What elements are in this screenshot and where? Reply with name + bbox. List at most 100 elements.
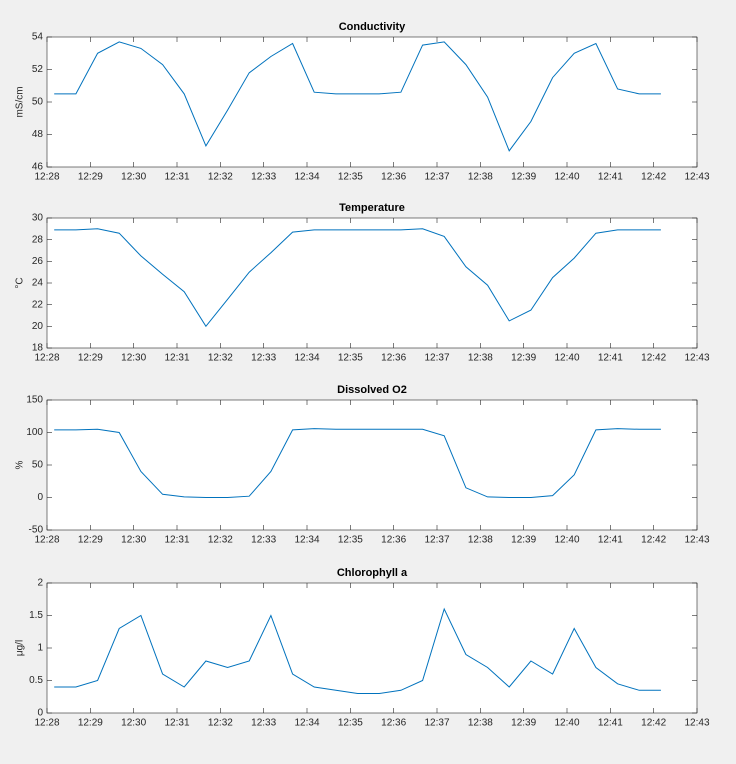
x-tick-label: 12:36 — [381, 718, 406, 729]
x-tick-label: 12:39 — [511, 353, 536, 364]
x-tick-label: 12:28 — [34, 718, 59, 729]
y-axis-label: °C — [15, 277, 26, 288]
y-axis-label: mS/cm — [15, 86, 26, 117]
x-tick-label: 12:43 — [684, 535, 709, 546]
plot-area — [46, 582, 698, 714]
x-tick-label: 12:29 — [78, 718, 103, 729]
x-tick-label: 12:38 — [468, 172, 493, 183]
data-line — [54, 41, 661, 152]
x-tick-label: 12:35 — [338, 535, 363, 546]
x-tick-label: 12:29 — [78, 353, 103, 364]
y-tick-label: -50 — [29, 525, 44, 536]
x-tick-label: 12:32 — [208, 535, 233, 546]
y-tick-label: 48 — [32, 129, 44, 140]
x-tick-label: 12:41 — [598, 718, 623, 729]
x-tick-label: 12:37 — [424, 718, 449, 729]
y-tick-label: 150 — [26, 395, 43, 406]
x-tick-label: 12:40 — [554, 535, 579, 546]
x-tick-label: 12:39 — [511, 535, 536, 546]
y-tick-label: 30 — [32, 213, 44, 224]
x-tick-label: 12:37 — [424, 172, 449, 183]
y-tick-label: 0.5 — [29, 675, 43, 686]
x-tick-label: 12:28 — [34, 172, 59, 183]
y-tick-label: 100 — [26, 427, 43, 438]
x-tick-label: 12:37 — [424, 353, 449, 364]
x-tick-label: 12:31 — [164, 353, 189, 364]
y-tick-label: 20 — [32, 321, 44, 332]
y-tick-label: 28 — [32, 234, 44, 245]
x-tick-label: 12:35 — [338, 353, 363, 364]
chart-title: Chlorophyll a — [337, 567, 408, 579]
x-tick-label: 12:43 — [684, 172, 709, 183]
x-tick-label: 12:34 — [294, 353, 319, 364]
x-tick-label: 12:33 — [251, 535, 276, 546]
x-tick-label: 12:41 — [598, 353, 623, 364]
x-tick-label: 12:34 — [294, 172, 319, 183]
x-tick-label: 12:31 — [164, 718, 189, 729]
x-tick-label: 12:30 — [121, 718, 146, 729]
x-tick-label: 12:40 — [554, 718, 579, 729]
x-tick-label: 12:42 — [641, 353, 666, 364]
x-tick-label: 12:38 — [468, 535, 493, 546]
x-tick-label: 12:31 — [164, 172, 189, 183]
x-tick-label: 12:32 — [208, 718, 233, 729]
data-line — [54, 428, 661, 498]
x-tick-label: 12:36 — [381, 353, 406, 364]
plot-area — [46, 36, 698, 168]
x-tick-label: 12:41 — [598, 535, 623, 546]
x-tick-label: 12:29 — [78, 535, 103, 546]
x-tick-label: 12:43 — [684, 353, 709, 364]
y-tick-label: 50 — [32, 97, 44, 108]
y-tick-label: 24 — [32, 278, 44, 289]
x-tick-label: 12:42 — [641, 172, 666, 183]
x-tick-label: 12:42 — [641, 718, 666, 729]
x-tick-label: 12:35 — [338, 718, 363, 729]
data-line — [54, 607, 661, 694]
y-tick-label: 26 — [32, 256, 44, 267]
x-tick-label: 12:33 — [251, 718, 276, 729]
y-tick-label: 1.5 — [29, 610, 43, 621]
x-tick-label: 12:30 — [121, 172, 146, 183]
data-line — [54, 228, 661, 328]
x-tick-label: 12:41 — [598, 172, 623, 183]
x-tick-label: 12:34 — [294, 718, 319, 729]
x-tick-label: 12:33 — [251, 172, 276, 183]
x-tick-label: 12:32 — [208, 172, 233, 183]
y-tick-label: 0 — [37, 492, 43, 503]
y-tick-label: 54 — [32, 32, 44, 43]
chart-title: Conductivity — [339, 21, 406, 33]
x-tick-label: 12:35 — [338, 172, 363, 183]
x-tick-label: 12:30 — [121, 353, 146, 364]
x-tick-label: 12:39 — [511, 718, 536, 729]
y-axis-label: % — [15, 460, 26, 469]
x-tick-label: 12:39 — [511, 172, 536, 183]
x-tick-label: 12:34 — [294, 535, 319, 546]
x-tick-label: 12:32 — [208, 353, 233, 364]
x-tick-label: 12:36 — [381, 535, 406, 546]
plot-area — [46, 217, 698, 349]
x-tick-label: 12:36 — [381, 172, 406, 183]
y-tick-label: 2 — [37, 578, 43, 589]
x-tick-label: 12:33 — [251, 353, 276, 364]
y-tick-label: 18 — [32, 343, 44, 354]
x-tick-label: 12:40 — [554, 353, 579, 364]
x-tick-label: 12:38 — [468, 718, 493, 729]
x-tick-label: 12:28 — [34, 353, 59, 364]
chart-title: Dissolved O2 — [337, 384, 407, 396]
y-tick-label: 1 — [37, 643, 43, 654]
y-tick-label: 50 — [32, 460, 44, 471]
y-axis-label: μg/l — [15, 640, 26, 656]
x-tick-label: 12:29 — [78, 172, 103, 183]
y-tick-label: 46 — [32, 162, 44, 173]
x-tick-label: 12:37 — [424, 535, 449, 546]
x-tick-label: 12:42 — [641, 535, 666, 546]
y-tick-label: 0 — [37, 708, 43, 719]
x-tick-label: 12:40 — [554, 172, 579, 183]
x-tick-label: 12:30 — [121, 535, 146, 546]
chart-title: Temperature — [339, 202, 405, 214]
y-tick-label: 22 — [32, 299, 44, 310]
x-tick-label: 12:43 — [684, 718, 709, 729]
y-tick-label: 52 — [32, 64, 44, 75]
plot-area — [46, 399, 698, 531]
